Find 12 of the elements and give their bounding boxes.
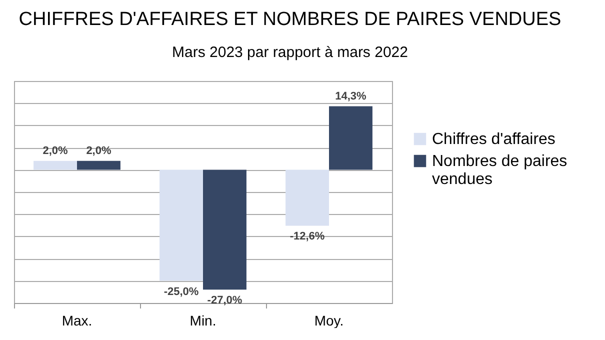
chart-title: CHIFFRES D'AFFAIRES ET NOMBRES DE PAIRES VENDUES <box>18 9 562 30</box>
data-label: -27,0% <box>207 294 242 307</box>
data-label: 2,0% <box>42 144 68 157</box>
x-tick-label: Max. <box>62 312 92 328</box>
legend-label: Nombres de paires vendues <box>432 153 568 188</box>
chart-subtitle: Mars 2023 par rapport à mars 2022 <box>172 44 408 61</box>
data-label: 2,0% <box>86 144 112 157</box>
data-label: -25,0% <box>164 286 199 298</box>
data-label: -12,6% <box>290 230 325 243</box>
legend-label: Chiffres d'affaires <box>432 131 556 148</box>
x-tick-label: Min. <box>190 312 216 328</box>
data-label: 14,3% <box>335 90 367 102</box>
